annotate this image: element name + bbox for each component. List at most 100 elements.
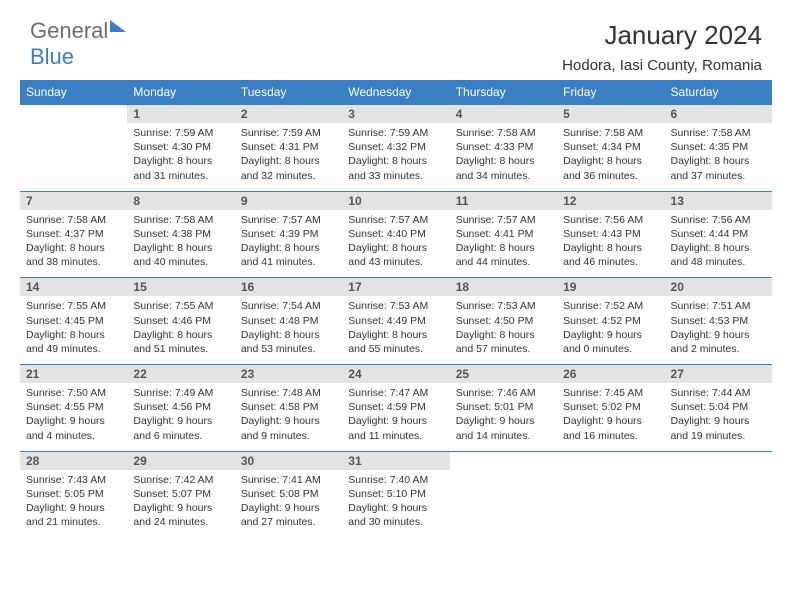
day-line-ss: Sunset: 5:02 PM: [563, 400, 658, 414]
day-cell: 15Sunrise: 7:55 AMSunset: 4:46 PMDayligh…: [127, 278, 234, 365]
day-line-d2: and 0 minutes.: [563, 342, 658, 356]
weekday-header: Wednesday: [342, 80, 449, 105]
day-line-ss: Sunset: 4:35 PM: [671, 140, 766, 154]
day-cell: 1Sunrise: 7:59 AMSunset: 4:30 PMDaylight…: [127, 105, 234, 192]
weekday-header: Saturday: [665, 80, 772, 105]
day-number: 13: [665, 192, 772, 210]
day-line-ss: Sunset: 4:50 PM: [456, 314, 551, 328]
day-line-d2: and 41 minutes.: [241, 255, 336, 269]
day-line-ss: Sunset: 4:37 PM: [26, 227, 121, 241]
day-cell: 23Sunrise: 7:48 AMSunset: 4:58 PMDayligh…: [235, 365, 342, 452]
day-line-d2: and 46 minutes.: [563, 255, 658, 269]
day-line-sr: Sunrise: 7:53 AM: [348, 299, 443, 313]
day-line-sr: Sunrise: 7:41 AM: [241, 473, 336, 487]
day-line-d2: and 30 minutes.: [348, 515, 443, 529]
day-cell: 10Sunrise: 7:57 AMSunset: 4:40 PMDayligh…: [342, 191, 449, 278]
day-line-d1: Daylight: 9 hours: [348, 501, 443, 515]
day-line-d1: Daylight: 9 hours: [563, 328, 658, 342]
day-line-sr: Sunrise: 7:50 AM: [26, 386, 121, 400]
logo-part1: General: [30, 18, 108, 43]
day-number: 26: [557, 365, 664, 383]
week-row: 28Sunrise: 7:43 AMSunset: 5:05 PMDayligh…: [20, 451, 772, 537]
day-line-d1: Daylight: 8 hours: [241, 154, 336, 168]
week-row: 14 Sunrise: 7:55 AM Sunset: 4:45 PM Dayligh…: [20, 278, 772, 365]
day-line-sr: Sunrise: 7:52 AM: [563, 299, 658, 313]
day-number: 8: [127, 192, 234, 210]
logo-triangle-icon: [110, 20, 126, 32]
day-number: 9: [235, 192, 342, 210]
day-line-d2: and 14 minutes.: [456, 429, 551, 443]
day-cell: 13Sunrise: 7:56 AMSunset: 4:44 PMDayligh…: [665, 191, 772, 278]
day-line-d1: Daylight: 9 hours: [133, 501, 228, 515]
day-line-ss: Sunset: 5:08 PM: [241, 487, 336, 501]
day-number: 22: [127, 365, 234, 383]
weekday-header: Sunday: [20, 80, 127, 105]
day-cell: 31Sunrise: 7:40 AMSunset: 5:10 PMDayligh…: [342, 451, 449, 537]
day-line-sr: Sunrise: 7:48 AM: [241, 386, 336, 400]
day-line-d2: and 36 minutes.: [563, 169, 658, 183]
day-line-d1: Daylight: 9 hours: [26, 414, 121, 428]
day-number: 12: [557, 192, 664, 210]
day-cell: ..: [557, 451, 664, 537]
day-line-d2: and 55 minutes.: [348, 342, 443, 356]
day-line-d2: and 2 minutes.: [671, 342, 766, 356]
day-line-d2: and 19 minutes.: [671, 429, 766, 443]
day-line-d1: Daylight: 9 hours: [671, 414, 766, 428]
day-line-d1: Daylight: 9 hours: [671, 328, 766, 342]
day-line-d1: Daylight: 8 hours: [456, 241, 551, 255]
week-row: 7Sunrise: 7:58 AMSunset: 4:37 PMDaylight…: [20, 191, 772, 278]
day-number: 7: [20, 192, 127, 210]
day-cell: 22Sunrise: 7:49 AMSunset: 4:56 PMDayligh…: [127, 365, 234, 452]
day-details: Sunrise: 7:52 AMSunset: 4:52 PMDaylight:…: [557, 296, 664, 364]
day-details: Sunrise: 7:44 AMSunset: 5:04 PMDaylight:…: [665, 383, 772, 451]
day-cell: 25Sunrise: 7:46 AMSunset: 5:01 PMDayligh…: [450, 365, 557, 452]
day-details: Sunrise: 7:51 AMSunset: 4:53 PMDaylight:…: [665, 296, 772, 364]
day-details: Sunrise: 7:47 AMSunset: 4:59 PMDaylight:…: [342, 383, 449, 451]
day-line-d2: and 37 minutes.: [671, 169, 766, 183]
day-line-sr: Sunrise: 7:56 AM: [671, 213, 766, 227]
day-line-sr: Sunrise: 7:46 AM: [456, 386, 551, 400]
logo: General Blue: [30, 18, 126, 70]
day-line-sr: Sunrise: 7:58 AM: [456, 126, 551, 140]
header-right: January 2024 Hodora, Iasi County, Romani…: [562, 20, 762, 74]
day-number: 10: [342, 192, 449, 210]
day-line-d2: and 31 minutes.: [133, 169, 228, 183]
day-line-d2: and 49 minutes.: [26, 342, 121, 356]
day-line-d1: Daylight: 9 hours: [26, 501, 121, 515]
day-line-d1: Daylight: 8 hours: [241, 328, 336, 342]
day-details: Sunrise: 7:58 AMSunset: 4:33 PMDaylight:…: [450, 123, 557, 191]
day-details: Sunrise: 7:53 AMSunset: 4:50 PMDaylight:…: [450, 296, 557, 364]
day-cell: 27Sunrise: 7:44 AMSunset: 5:04 PMDayligh…: [665, 365, 772, 452]
day-number: 14: [20, 278, 127, 296]
day-line-sr: Sunrise: 7:44 AM: [671, 386, 766, 400]
day-line-sr: Sunrise: 7:51 AM: [671, 299, 766, 313]
day-number: 16: [235, 278, 342, 296]
day-details: Sunrise: 7:57 AMSunset: 4:40 PMDaylight:…: [342, 210, 449, 278]
day-number: 2: [235, 105, 342, 123]
day-number: 23: [235, 365, 342, 383]
day-line-sr: Sunrise: 7:58 AM: [671, 126, 766, 140]
day-line-sr: Sunrise: 7:45 AM: [563, 386, 658, 400]
day-line-sr: Sunrise: 7:55 AM: [133, 299, 228, 313]
day-number: 11: [450, 192, 557, 210]
day-cell: 26Sunrise: 7:45 AMSunset: 5:02 PMDayligh…: [557, 365, 664, 452]
day-line-ss: Sunset: 4:45 PM: [26, 314, 121, 328]
day-line-d1: Daylight: 8 hours: [241, 241, 336, 255]
day-cell: 11Sunrise: 7:57 AMSunset: 4:41 PMDayligh…: [450, 191, 557, 278]
day-line-d2: and 21 minutes.: [26, 515, 121, 529]
day-line-ss: Sunset: 4:38 PM: [133, 227, 228, 241]
day-cell: 9Sunrise: 7:57 AMSunset: 4:39 PMDaylight…: [235, 191, 342, 278]
day-line-d2: and 43 minutes.: [348, 255, 443, 269]
day-details: Sunrise: 7:53 AMSunset: 4:49 PMDaylight:…: [342, 296, 449, 364]
day-cell: 6Sunrise: 7:58 AMSunset: 4:35 PMDaylight…: [665, 105, 772, 192]
day-line-d2: and 32 minutes.: [241, 169, 336, 183]
day-cell: 17Sunrise: 7:53 AMSunset: 4:49 PMDayligh…: [342, 278, 449, 365]
day-line-sr: Sunrise: 7:56 AM: [563, 213, 658, 227]
day-details: Sunrise: 7:45 AMSunset: 5:02 PMDaylight:…: [557, 383, 664, 451]
day-details: Sunrise: 7:58 AMSunset: 4:38 PMDaylight:…: [127, 210, 234, 278]
day-line-d1: Daylight: 8 hours: [563, 241, 658, 255]
day-details: Sunrise: 7:59 AMSunset: 4:31 PMDaylight:…: [235, 123, 342, 191]
day-line-d2: and 4 minutes.: [26, 429, 121, 443]
day-cell: 19Sunrise: 7:52 AMSunset: 4:52 PMDayligh…: [557, 278, 664, 365]
day-line-d1: Daylight: 9 hours: [563, 414, 658, 428]
